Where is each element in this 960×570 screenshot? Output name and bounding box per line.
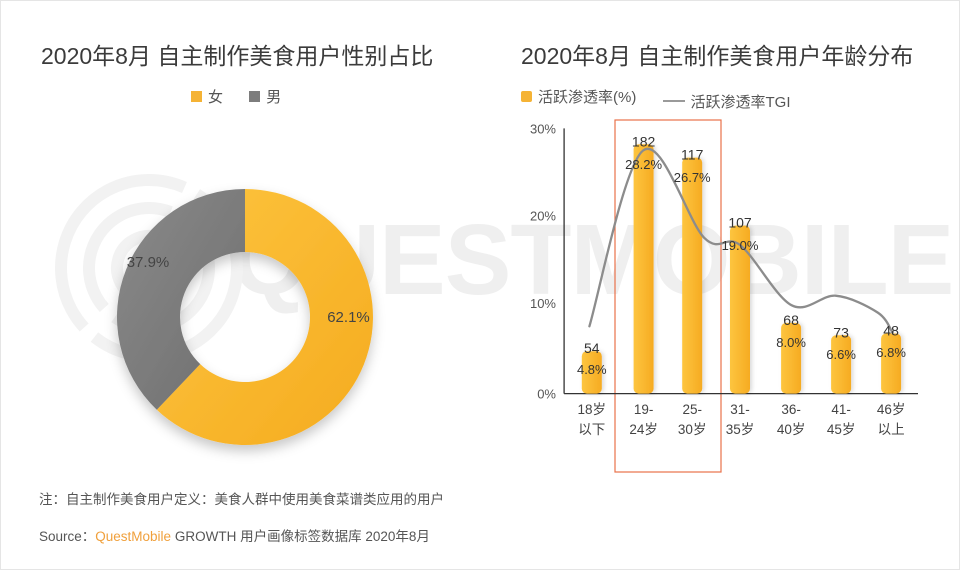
svg-text:35岁: 35岁 xyxy=(726,422,755,437)
svg-text:117: 117 xyxy=(681,147,704,163)
svg-text:0%: 0% xyxy=(537,387,556,402)
svg-text:25-: 25- xyxy=(682,402,702,417)
svg-text:37.9%: 37.9% xyxy=(127,254,170,271)
svg-text:18岁: 18岁 xyxy=(578,402,607,417)
svg-text:31-: 31- xyxy=(730,402,750,417)
svg-text:107: 107 xyxy=(728,215,752,231)
svg-text:6.8%: 6.8% xyxy=(876,345,906,360)
svg-text:19.0%: 19.0% xyxy=(722,238,759,253)
svg-text:46岁: 46岁 xyxy=(877,402,906,417)
svg-text:30岁: 30岁 xyxy=(678,422,707,437)
svg-text:41-: 41- xyxy=(831,402,851,417)
svg-text:19-: 19- xyxy=(634,402,654,417)
svg-text:182: 182 xyxy=(632,133,656,149)
svg-text:62.1%: 62.1% xyxy=(327,309,370,326)
svg-text:30%: 30% xyxy=(530,121,556,136)
svg-text:4.8%: 4.8% xyxy=(577,362,607,377)
svg-text:36-: 36- xyxy=(781,402,801,417)
svg-text:6.6%: 6.6% xyxy=(826,347,856,362)
svg-text:20%: 20% xyxy=(530,208,556,223)
svg-text:68: 68 xyxy=(783,312,799,328)
svg-text:10%: 10% xyxy=(530,296,556,311)
svg-text:28.2%: 28.2% xyxy=(625,157,662,172)
svg-text:54: 54 xyxy=(584,340,600,356)
svg-text:以下: 以下 xyxy=(578,422,605,437)
svg-text:以上: 以上 xyxy=(878,422,905,437)
svg-text:40岁: 40岁 xyxy=(777,422,806,437)
svg-text:26.7%: 26.7% xyxy=(674,170,711,185)
svg-text:8.0%: 8.0% xyxy=(776,335,806,350)
svg-text:73: 73 xyxy=(833,324,849,340)
svg-text:45岁: 45岁 xyxy=(827,422,856,437)
svg-text:48: 48 xyxy=(883,323,899,339)
svg-text:24岁: 24岁 xyxy=(629,422,658,437)
